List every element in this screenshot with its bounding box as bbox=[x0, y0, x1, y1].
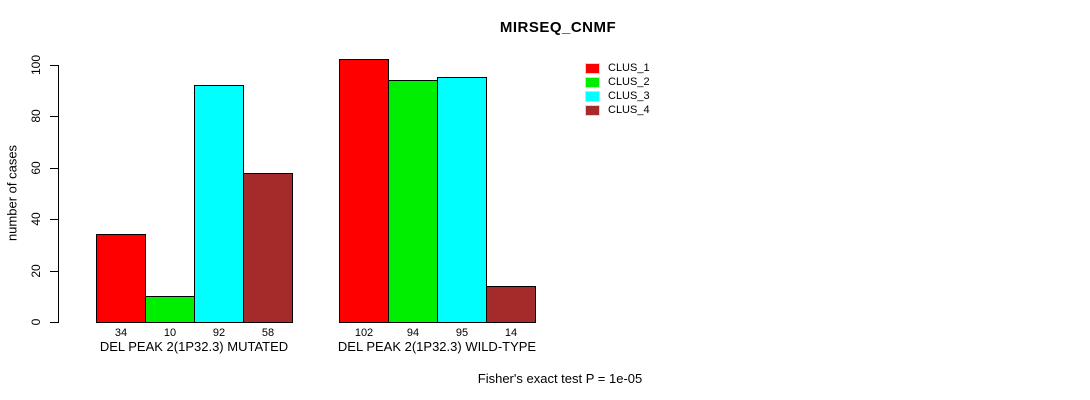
y-tick bbox=[50, 65, 58, 66]
y-axis-line bbox=[58, 64, 59, 323]
legend: CLUS_1 CLUS_2 CLUS_3 CLUS_4 bbox=[585, 61, 650, 117]
y-tick-label: 20 bbox=[29, 263, 43, 278]
bar-group1-clus_3 bbox=[194, 85, 244, 323]
bar-group2-clus_1 bbox=[339, 59, 389, 323]
legend-label: CLUS_1 bbox=[608, 62, 650, 74]
y-tick bbox=[50, 219, 58, 220]
bar-group1-clus_2 bbox=[145, 296, 195, 324]
bar-value-label: 14 bbox=[504, 327, 518, 339]
y-tick bbox=[50, 271, 58, 272]
y-tick-label: 80 bbox=[29, 109, 43, 123]
legend-item-clus_4: CLUS_4 bbox=[585, 103, 650, 117]
y-axis-label: number of cases bbox=[4, 144, 20, 242]
bar-group1-clus_1 bbox=[96, 234, 146, 323]
bar-value-label: 10 bbox=[163, 327, 177, 339]
chart-title: MIRSEQ_CNMF bbox=[499, 19, 617, 36]
legend-swatch bbox=[585, 90, 600, 102]
bar-value-label: 92 bbox=[212, 327, 226, 339]
bar-value-label: 102 bbox=[354, 327, 374, 339]
y-tick bbox=[50, 322, 58, 323]
legend-label: CLUS_3 bbox=[608, 90, 650, 102]
group-label-1: DEL PEAK 2(1P32.3) MUTATED bbox=[99, 339, 289, 354]
legend-swatch bbox=[585, 76, 600, 88]
bar-value-label: 94 bbox=[406, 327, 420, 339]
bar-group2-clus_3 bbox=[437, 77, 487, 323]
legend-item-clus_3: CLUS_3 bbox=[585, 89, 650, 103]
bar-value-label: 95 bbox=[455, 327, 469, 339]
y-tick-label: 0 bbox=[29, 318, 43, 326]
y-tick-label: 40 bbox=[29, 212, 43, 226]
bar-value-label: 34 bbox=[114, 327, 128, 339]
bar-group2-clus_4 bbox=[486, 285, 536, 323]
bar-group2-clus_2 bbox=[388, 79, 438, 323]
legend-label: CLUS_4 bbox=[608, 104, 650, 116]
legend-item-clus_2: CLUS_2 bbox=[585, 75, 650, 89]
fisher-test-annotation: Fisher's exact test P = 1e-05 bbox=[477, 371, 643, 386]
y-tick-label: 60 bbox=[29, 160, 43, 175]
legend-label: CLUS_2 bbox=[608, 76, 650, 88]
bar-group1-clus_4 bbox=[243, 172, 293, 323]
legend-swatch bbox=[585, 104, 600, 116]
y-tick-label: 100 bbox=[29, 54, 43, 75]
legend-swatch bbox=[585, 62, 600, 74]
bar-value-label: 58 bbox=[261, 327, 275, 339]
group-label-2: DEL PEAK 2(1P32.3) WILD-TYPE bbox=[337, 339, 537, 354]
legend-item-clus_1: CLUS_1 bbox=[585, 61, 650, 75]
y-tick bbox=[50, 168, 58, 169]
y-tick bbox=[50, 116, 58, 117]
